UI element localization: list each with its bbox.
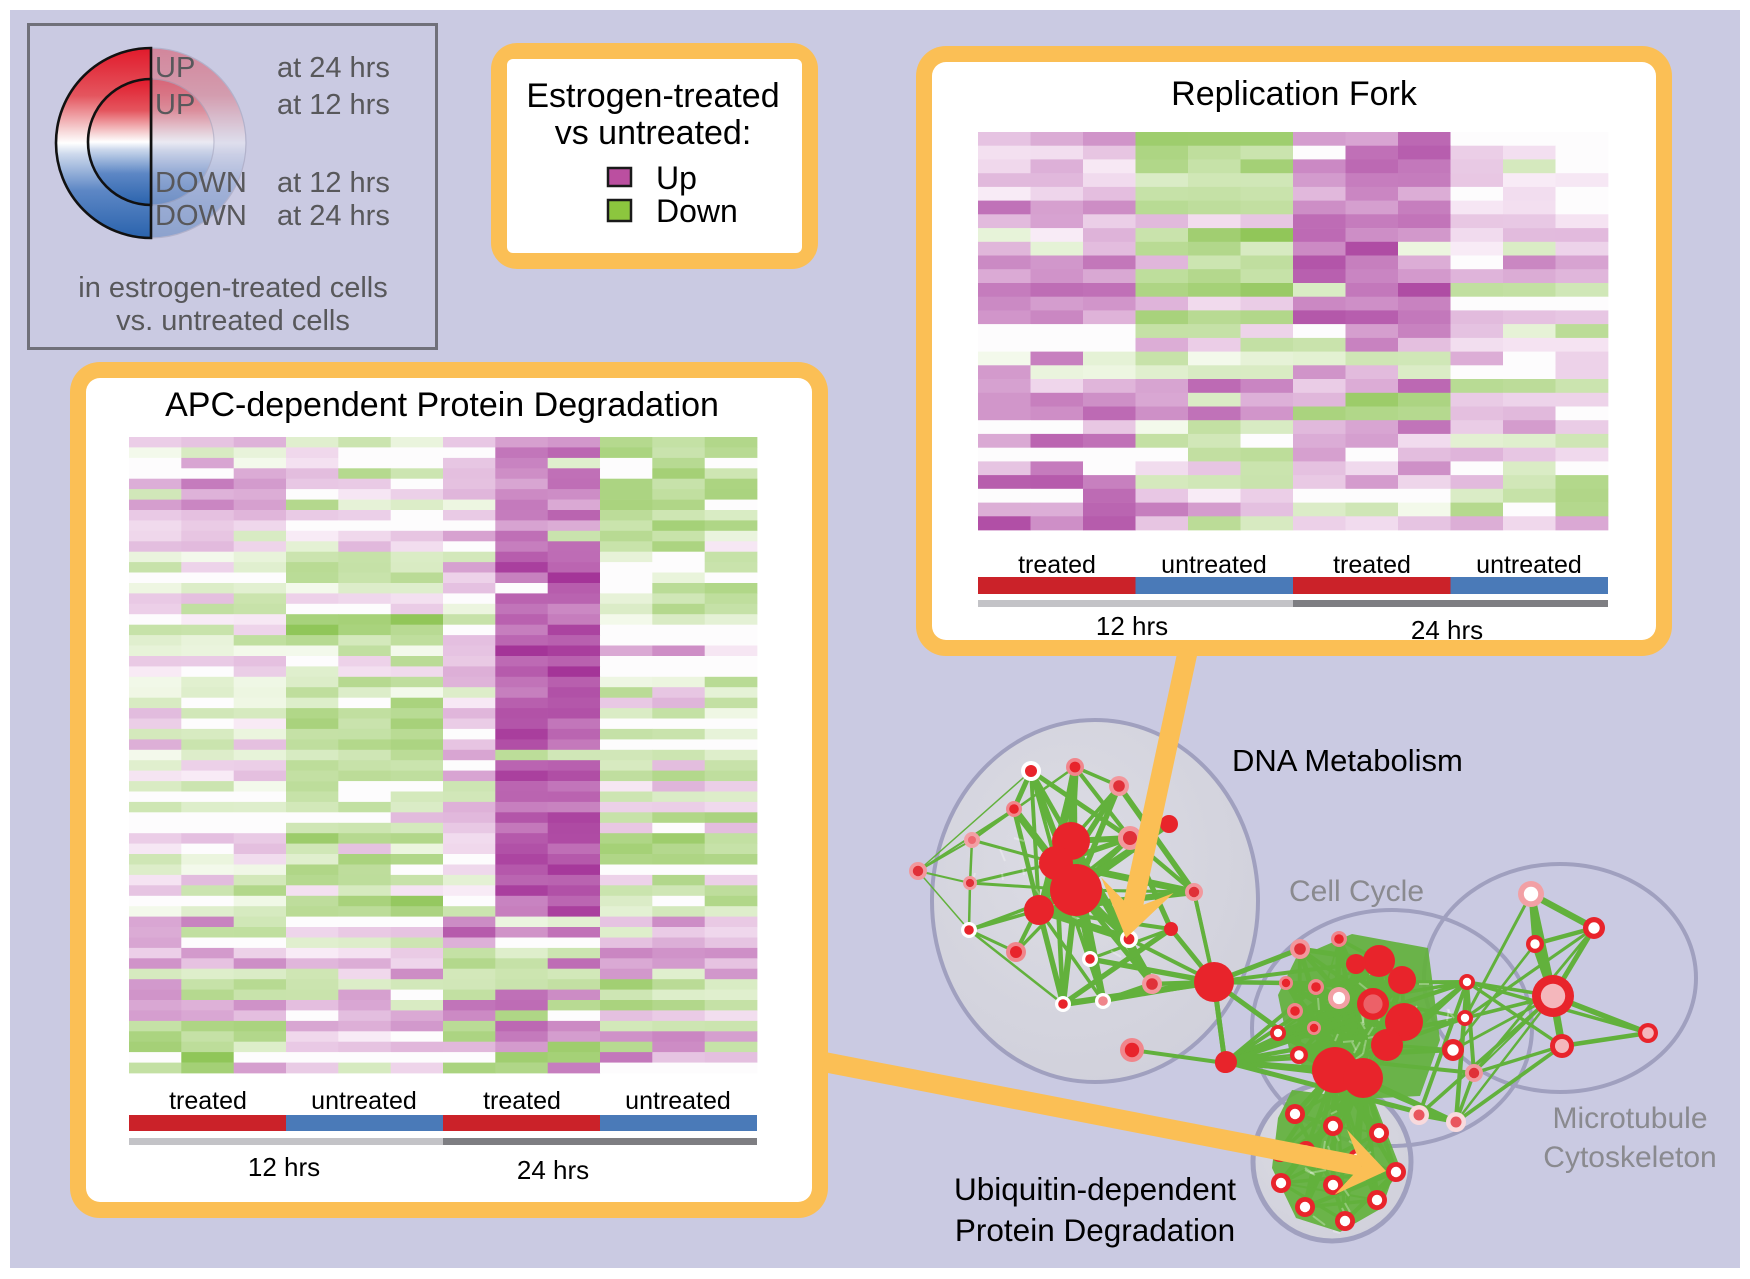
svg-text:Protein Degradation: Protein Degradation <box>955 1212 1235 1248</box>
svg-text:Estrogen-treated: Estrogen-treated <box>526 77 779 115</box>
svg-text:UP: UP <box>155 52 195 84</box>
svg-text:in estrogen-treated cells: in estrogen-treated cells <box>78 272 388 304</box>
svg-text:Down: Down <box>656 193 738 229</box>
svg-text:Cytoskeleton: Cytoskeleton <box>1543 1141 1716 1174</box>
svg-text:12 hrs: 12 hrs <box>1096 611 1168 641</box>
svg-text:at 24 hrs: at 24 hrs <box>277 200 390 232</box>
svg-text:untreated: untreated <box>625 1087 731 1115</box>
svg-text:treated: treated <box>483 1087 561 1115</box>
svg-text:vs untreated:: vs untreated: <box>555 114 752 152</box>
svg-text:Cell Cycle: Cell Cycle <box>1289 875 1424 908</box>
svg-text:treated: treated <box>169 1087 247 1115</box>
svg-text:treated: treated <box>1018 551 1096 579</box>
svg-text:Ubiquitin-dependent: Ubiquitin-dependent <box>954 1171 1236 1207</box>
svg-text:at 24 hrs: at 24 hrs <box>277 52 390 84</box>
svg-text:UP: UP <box>155 89 195 121</box>
svg-text:untreated: untreated <box>311 1087 417 1115</box>
svg-text:DOWN: DOWN <box>155 167 247 199</box>
svg-text:untreated: untreated <box>1161 551 1267 579</box>
svg-text:Replication Fork: Replication Fork <box>1171 75 1418 113</box>
svg-text:24 hrs: 24 hrs <box>517 1155 589 1185</box>
svg-text:DOWN: DOWN <box>155 200 247 232</box>
svg-text:untreated: untreated <box>1476 551 1582 579</box>
svg-text:treated: treated <box>1333 551 1411 579</box>
svg-text:Up: Up <box>656 160 697 196</box>
svg-text:Microtubule: Microtubule <box>1552 1102 1707 1135</box>
svg-text:APC-dependent Protein Degradat: APC-dependent Protein Degradation <box>165 386 719 424</box>
svg-text:24 hrs: 24 hrs <box>1411 615 1483 645</box>
svg-text:DNA Metabolism: DNA Metabolism <box>1232 743 1463 778</box>
svg-text:vs. untreated cells: vs. untreated cells <box>116 305 350 337</box>
svg-text:at 12 hrs: at 12 hrs <box>277 89 390 121</box>
svg-text:12 hrs: 12 hrs <box>248 1152 320 1182</box>
svg-text:at 12 hrs: at 12 hrs <box>277 167 390 199</box>
